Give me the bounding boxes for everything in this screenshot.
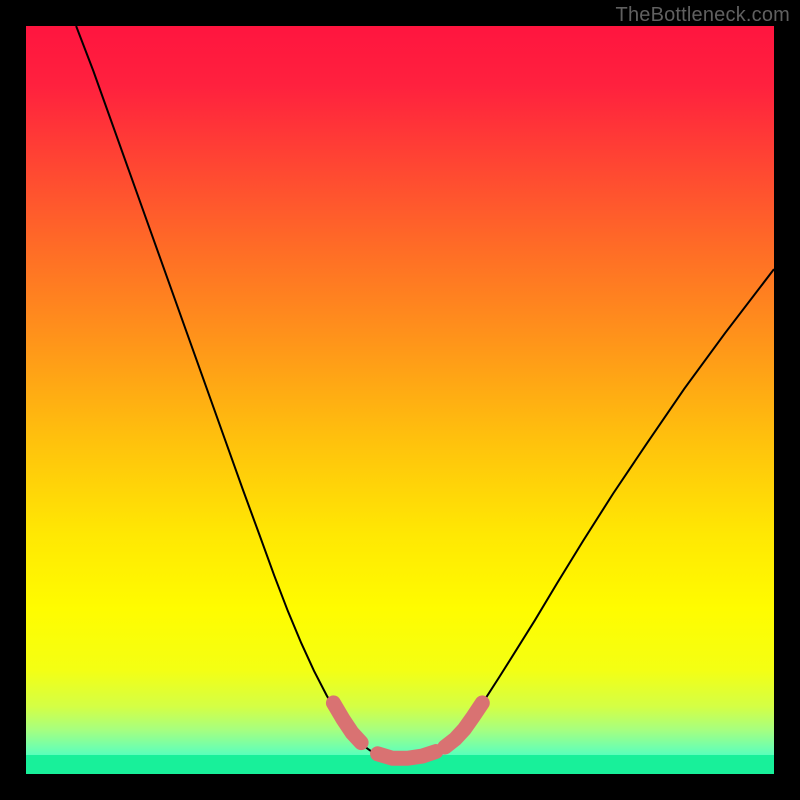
watermark-text: TheBottleneck.com	[616, 4, 790, 27]
main-curve	[76, 26, 774, 760]
chart-canvas: TheBottleneck.com	[0, 0, 800, 800]
accent-segment	[378, 752, 436, 759]
accent-segment	[333, 703, 361, 743]
accent-highlight	[333, 703, 482, 758]
accent-segment	[445, 703, 482, 747]
plot-area	[26, 26, 774, 774]
curve-layer	[26, 26, 774, 774]
